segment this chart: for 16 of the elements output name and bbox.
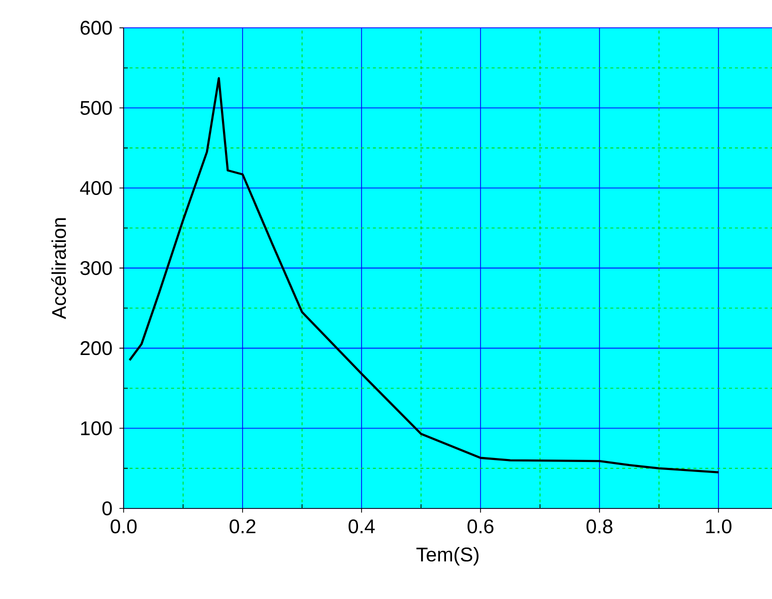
line-series [128, 77, 720, 474]
x-tick-label: 1.0 [706, 520, 732, 534]
x-tick-label: 0.8 [586, 520, 612, 534]
y-tick-label: 600 [80, 20, 112, 35]
y-tick-label: 500 [80, 101, 112, 116]
y-tick-label: 300 [80, 261, 112, 276]
x-tick-label: 0.2 [230, 520, 256, 534]
y-tick-label: 400 [80, 181, 112, 196]
y-tick-label: 200 [80, 341, 112, 356]
x-tick-label: 0.0 [110, 520, 137, 534]
x-axis-title: Tem(S) [416, 547, 478, 566]
x-tick-label: 0.6 [468, 520, 494, 534]
x-tick-label: 0.4 [348, 520, 375, 534]
y-axis-title: Accéliration [51, 218, 66, 320]
y-tick-label: 0 [102, 501, 112, 516]
y-tick-label: 100 [81, 421, 112, 436]
